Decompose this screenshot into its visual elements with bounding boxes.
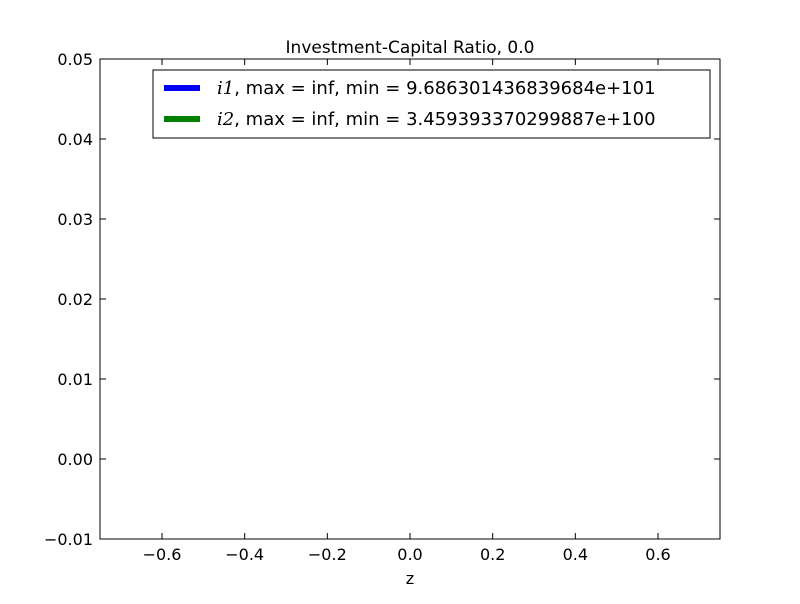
legend-box — [152, 69, 711, 139]
legend-label-i2: i2, max = inf, min = 3.459393370299887e+… — [217, 109, 656, 130]
x-tick-label: 0.0 — [397, 545, 422, 564]
y-tick-label: 0.02 — [57, 290, 93, 309]
x-axis-ticks: −0.6 −0.4 −0.2 0.0 0.2 0.4 0.6 — [143, 59, 671, 564]
legend-label-i1: i1, max = inf, min = 9.686301436839684e+… — [217, 78, 656, 99]
legend-math-index: 1 — [223, 78, 234, 99]
legend-math-index: 2 — [222, 109, 234, 130]
y-tick-label: 0.03 — [57, 210, 93, 229]
x-tick-label: 0.2 — [480, 545, 505, 564]
x-tick-label: −0.2 — [308, 545, 347, 564]
y-tick-label: −0.01 — [44, 530, 93, 549]
x-tick-label: −0.6 — [143, 545, 182, 564]
chart-title: Investment-Capital Ratio, 0.0 — [286, 38, 535, 58]
y-axis-ticks: −0.01 0.00 0.01 0.02 0.03 0.04 0.05 — [44, 50, 720, 549]
y-tick-label: 0.05 — [57, 50, 93, 69]
x-tick-label: 0.6 — [645, 545, 670, 564]
y-tick-label: 0.04 — [57, 130, 93, 149]
y-tick-label: 0.01 — [57, 370, 93, 389]
plot-frame — [99, 58, 721, 540]
legend-math-symbol: i — [217, 109, 223, 130]
x-axis-label: z — [406, 569, 414, 588]
x-tick-label: −0.4 — [225, 545, 264, 564]
legend-label-text: , max = inf, min = 9.686301436839684e+10… — [234, 78, 655, 99]
x-tick-label: 0.4 — [563, 545, 588, 564]
legend: i1, max = inf, min = 9.686301436839684e+… — [152, 69, 711, 139]
y-tick-label: 0.00 — [57, 450, 93, 469]
legend-label-text: , max = inf, min = 3.459393370299887e+10… — [234, 109, 655, 130]
plot-area — [100, 59, 720, 539]
legend-math-symbol: i — [217, 78, 223, 99]
